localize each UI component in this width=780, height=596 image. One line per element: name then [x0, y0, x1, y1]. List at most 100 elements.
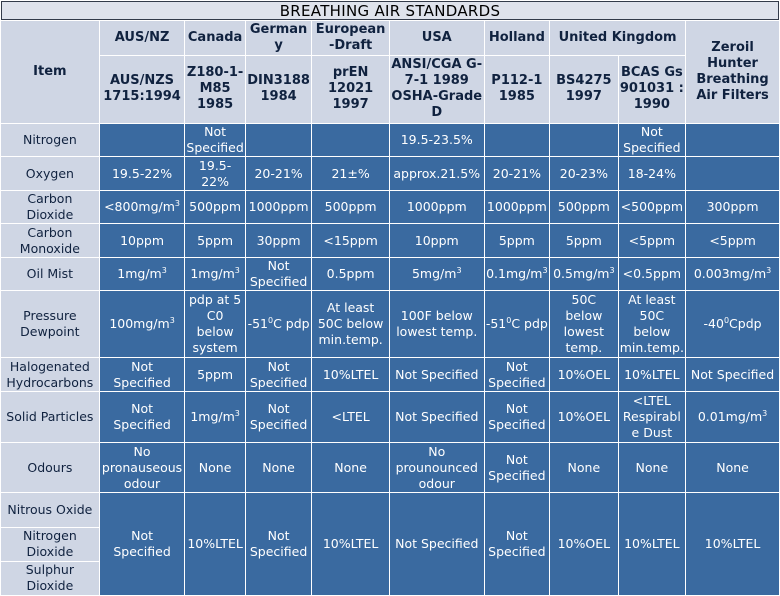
country-header-usa: USA: [389, 21, 484, 55]
standard-header-uk-bcas: BCAS Gs 901031 : 1990: [618, 55, 686, 123]
value-cell: 20-21%: [484, 157, 550, 190]
cell-value: 1mg/m: [190, 408, 235, 424]
value-cell: 1mg/m3: [185, 257, 245, 291]
cell-value: 1000ppm: [248, 199, 309, 215]
value-cell: 100F below lowest temp.: [389, 291, 484, 358]
cell-value: Not Specified: [186, 124, 244, 156]
value-cell: 300ppm: [686, 190, 779, 224]
cell-value: Not Specified: [113, 400, 171, 432]
value-cell: 0.5mg/m3: [550, 257, 618, 291]
table-row: Solid Particles Not Specified 1mg/m3 Not Sp…: [1, 391, 779, 442]
value-cell: None: [312, 442, 389, 493]
cell-value: None: [198, 459, 232, 475]
value-cell: [686, 157, 779, 190]
cell-value: Not Specified: [249, 528, 308, 560]
value-cell: [245, 123, 312, 157]
value-cell: 1mg/m3: [99, 257, 185, 291]
superscript-degree: 0: [267, 316, 274, 326]
cell-value: 10%LTEL: [624, 366, 680, 382]
cell-value: 10%OEL: [557, 536, 611, 552]
cell-value: 1mg/m: [190, 266, 235, 282]
value-cell: [550, 123, 618, 157]
value-cell: 1mg/m3: [185, 391, 245, 442]
value-cell: Not Specified: [245, 257, 312, 291]
superscript-cubed: 3: [762, 408, 768, 418]
cell-value: C pdp: [511, 316, 548, 332]
cell-value: <500ppm: [620, 199, 684, 215]
cell-value: 10%LTEL: [322, 366, 379, 382]
value-cell: Not Specified: [99, 391, 185, 442]
table-row: Nitrogen Not Specified 19.5-23.5% Not Speci…: [1, 123, 779, 157]
cell-value: None: [635, 459, 669, 475]
value-cell: No prounounced odour: [389, 442, 484, 493]
row-item-label: Nitrogen: [1, 123, 99, 157]
superscript-cubed: 3: [161, 265, 167, 275]
value-cell: 100mg/m3: [99, 291, 185, 358]
superscript-cubed: 3: [234, 408, 240, 418]
cell-value: approx.21.5%: [393, 165, 481, 181]
value-cell: Not Specified: [484, 391, 550, 442]
value-cell: [686, 123, 779, 157]
cell-value: 300ppm: [706, 199, 759, 215]
value-cell: 5mg/m3: [389, 257, 484, 291]
value-cell: 30ppm: [245, 224, 312, 257]
country-header-uk: United Kingdom: [550, 21, 686, 55]
row-item-label: Nitrous Oxide Nitrogen Dioxide Sulphur Dio…: [1, 493, 99, 595]
value-cell: Not Specified: [484, 493, 550, 595]
cell-value: None: [334, 459, 367, 475]
value-cell: 18-24%: [618, 157, 686, 190]
country-header-european: European-Draft: [312, 21, 389, 55]
standard-header-ausnz: AUS/NZS 1715:1994: [99, 55, 185, 123]
value-cell: No pronauseous odour: [99, 442, 185, 493]
standard-header-holland: P112-1 1985: [484, 55, 550, 123]
cell-value: 500ppm: [189, 199, 242, 215]
value-cell: 19.5-22%: [99, 157, 185, 190]
value-cell: approx.21.5%: [389, 157, 484, 190]
value-cell: 1000ppm: [484, 190, 550, 224]
value-cell: 19.5-23.5%: [389, 123, 484, 157]
cell-value: 5ppm: [197, 366, 234, 382]
value-cell: Not Specified: [389, 493, 484, 595]
value-cell: 10%LTEL: [618, 358, 686, 391]
value-cell: Not Specified: [245, 391, 312, 442]
value-cell: <15ppm: [312, 224, 389, 257]
table-row: Oil Mist 1mg/m3 1mg/m3 Not Specified 0.5ppm 5…: [1, 257, 779, 291]
cell-value: 0.003mg/m: [693, 266, 767, 282]
value-cell: 5ppm: [185, 224, 245, 257]
cell-value: Cpdp: [729, 316, 762, 332]
value-cell: Not Specified: [185, 123, 245, 157]
cell-value: Not Specified: [113, 528, 171, 560]
value-cell: None: [185, 442, 245, 493]
cell-value: 0.5mg/m: [553, 266, 610, 282]
item-header: Item: [1, 21, 99, 123]
cell-value: -51: [485, 316, 507, 332]
row-item-label: Pressure Dewpoint: [1, 291, 99, 358]
value-cell: <0.5ppm: [618, 257, 686, 291]
value-cell: At least 50C below min.temp.: [312, 291, 389, 358]
superscript-cubed: 3: [609, 265, 615, 275]
value-cell: pdp at 5 C0 below system: [185, 291, 245, 358]
value-cell: 10%LTEL: [686, 493, 779, 595]
table-row: Carbon Dioxide <800mg/m3 500ppm 1000ppm 500p…: [1, 190, 779, 224]
value-cell: -400Cpdp: [686, 291, 779, 358]
value-cell: 500ppm: [312, 190, 389, 224]
superscript-degree: 0: [506, 316, 512, 326]
standard-header-uk-bs: BS4275 1997: [550, 55, 618, 123]
value-cell: <5ppm: [686, 224, 779, 257]
table-title: BREATHING AIR STANDARDS: [1, 1, 779, 21]
cell-value: Not Specified: [395, 366, 479, 382]
value-cell: [99, 123, 185, 157]
cell-value: 19.5-22%: [111, 165, 173, 181]
cell-value: <15ppm: [323, 232, 378, 248]
cell-value: <LTEL: [331, 408, 370, 424]
value-cell: Not Specified: [99, 493, 185, 595]
country-header-canada: Canada: [185, 21, 245, 55]
cell-value: None: [716, 459, 749, 475]
cell-value: Not Specified: [249, 400, 308, 432]
cell-value: 21±%: [331, 165, 370, 181]
row-item-label: Halogenated Hydrocarbons: [1, 358, 99, 391]
standard-header-european: prEN 12021 1997: [312, 55, 389, 123]
value-cell: 10%OEL: [550, 391, 618, 442]
cell-value: Not Specified: [488, 451, 546, 483]
superscript-cubed: 3: [174, 198, 181, 208]
